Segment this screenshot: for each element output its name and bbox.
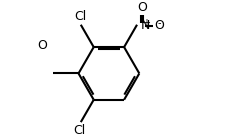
Text: Cl: Cl [73,124,85,137]
Text: O: O [37,39,47,52]
Text: O: O [137,1,146,14]
Text: -: - [157,18,160,28]
Text: Cl: Cl [74,10,87,23]
Text: +: + [141,18,149,28]
Text: O: O [154,19,164,32]
Text: N: N [140,19,149,32]
